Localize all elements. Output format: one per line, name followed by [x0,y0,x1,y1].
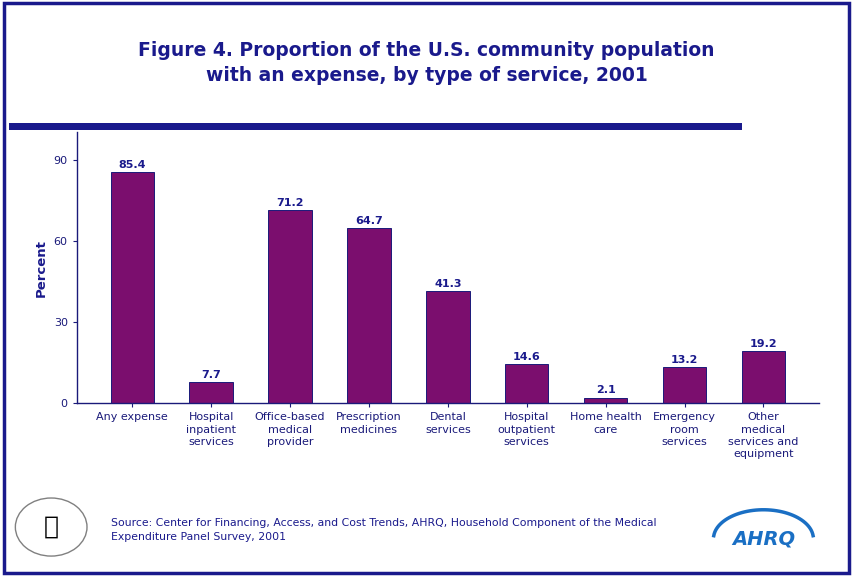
Text: 41.3: 41.3 [434,279,461,289]
Text: 7.7: 7.7 [201,370,221,380]
Bar [268,210,311,403]
Bar [189,382,233,403]
Text: 2.1: 2.1 [595,385,615,395]
Bar [662,367,705,403]
Bar [347,228,390,403]
Text: 13.2: 13.2 [670,355,698,365]
Text: 19.2: 19.2 [749,339,776,349]
Text: 64.7: 64.7 [354,216,383,226]
Y-axis label: Percent: Percent [35,239,48,297]
Text: 🦅: 🦅 [43,515,59,539]
Text: 14.6: 14.6 [512,351,540,362]
Bar [741,351,784,403]
Text: 71.2: 71.2 [276,198,303,209]
Bar [426,291,469,403]
Text: AHRQ: AHRQ [731,529,794,548]
Bar [504,363,548,403]
Text: Figure 4. Proportion of the U.S. community population
with an expense, by type o: Figure 4. Proportion of the U.S. communi… [138,41,714,85]
Text: Source: Center for Financing, Access, and Cost Trends, AHRQ, Household Component: Source: Center for Financing, Access, an… [111,518,656,541]
Bar [584,397,626,403]
Text: 85.4: 85.4 [118,160,146,170]
Bar [111,172,153,403]
